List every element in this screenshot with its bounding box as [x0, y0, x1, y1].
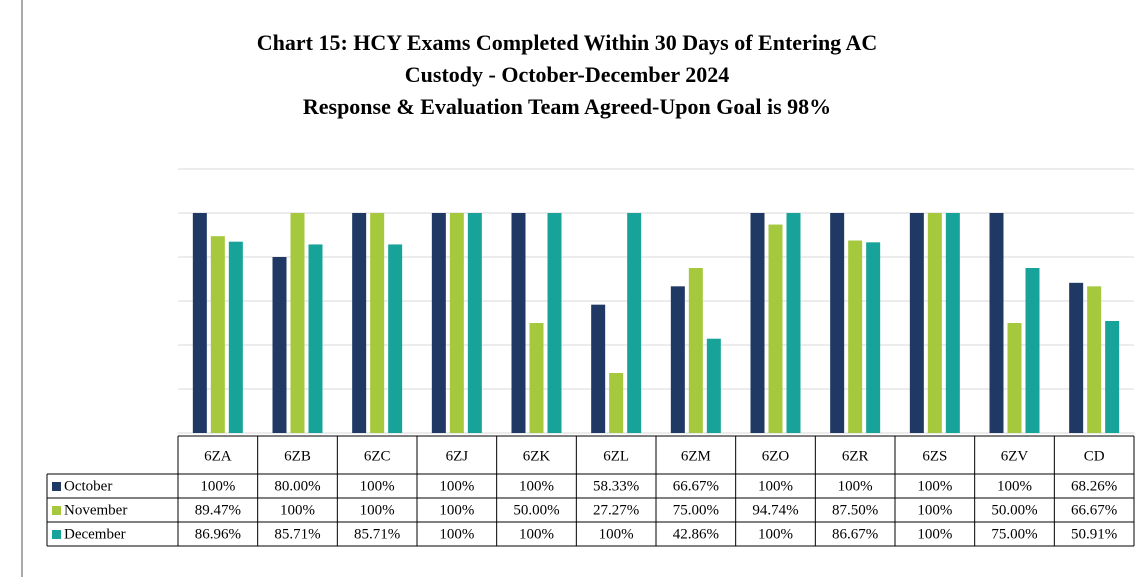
data-label: 100%	[200, 478, 235, 494]
x-tick-label: 6ZS	[922, 448, 947, 464]
x-tick-label: 6ZK	[523, 448, 551, 464]
chart-title: Response & Evaluation Team Agreed-Upon G…	[303, 94, 831, 119]
data-label: 100%	[997, 478, 1032, 494]
data-label: 50.91%	[1071, 526, 1117, 542]
bar	[706, 338, 721, 433]
x-tick-label: 6ZM	[681, 448, 711, 464]
legend-label: December	[64, 526, 126, 542]
data-label: 100%	[917, 502, 952, 518]
bar	[609, 373, 624, 433]
x-tick-label: 6ZA	[204, 448, 232, 464]
bar	[927, 213, 942, 433]
data-label: 58.33%	[593, 478, 639, 494]
bar	[1069, 282, 1084, 433]
legend-swatch	[52, 506, 61, 515]
bar	[1087, 286, 1102, 433]
bar	[1007, 323, 1022, 433]
legend-label: October	[64, 478, 112, 494]
data-label: 94.74%	[752, 502, 798, 518]
bar	[670, 286, 685, 433]
bar	[866, 242, 881, 433]
bar	[768, 224, 783, 433]
bar	[529, 323, 544, 433]
bar	[228, 241, 243, 433]
legend-swatch	[52, 530, 61, 539]
x-tick-label: CD	[1084, 448, 1105, 464]
bar	[786, 213, 801, 433]
data-label: 100%	[360, 478, 395, 494]
bar	[1025, 268, 1040, 433]
legend-label: November	[64, 502, 127, 518]
x-tick-label: 6ZR	[842, 448, 869, 464]
x-tick-label: 6ZJ	[446, 448, 469, 464]
x-tick-label: 6ZL	[603, 448, 629, 464]
data-label: 50.00%	[991, 502, 1037, 518]
data-label: 75.00%	[991, 526, 1037, 542]
bar	[210, 236, 225, 433]
data-label: 68.26%	[1071, 478, 1117, 494]
data-label: 100%	[280, 502, 315, 518]
data-label: 100%	[599, 526, 634, 542]
bar	[945, 213, 960, 433]
bar	[830, 213, 845, 433]
data-label: 100%	[519, 526, 554, 542]
data-label: 100%	[360, 502, 395, 518]
x-tick-label: 6ZC	[364, 448, 391, 464]
bar	[1105, 320, 1120, 433]
bar	[272, 257, 287, 433]
data-label: 80.00%	[274, 478, 320, 494]
data-label: 100%	[439, 526, 474, 542]
data-label: 85.71%	[274, 526, 320, 542]
bar	[192, 213, 207, 433]
bar	[290, 213, 305, 433]
bar	[308, 244, 323, 433]
data-label: 100%	[917, 478, 952, 494]
bar	[352, 213, 367, 433]
bar	[627, 213, 642, 433]
x-tick-label: 6ZO	[762, 448, 790, 464]
chart-title: Chart 15: HCY Exams Completed Within 30 …	[257, 30, 878, 55]
legend-swatch	[52, 482, 61, 491]
bar	[591, 304, 606, 433]
chart-title: Custody - October-December 2024	[405, 62, 729, 87]
bar	[511, 213, 526, 433]
data-label: 100%	[439, 478, 474, 494]
bar	[547, 213, 562, 433]
bar	[449, 213, 464, 433]
bar	[848, 240, 863, 433]
bar	[467, 213, 482, 433]
data-label: 86.96%	[195, 526, 241, 542]
data-label: 89.47%	[195, 502, 241, 518]
data-label: 87.50%	[832, 502, 878, 518]
data-label: 66.67%	[1071, 502, 1117, 518]
data-label: 100%	[439, 502, 474, 518]
data-label: 86.67%	[832, 526, 878, 542]
bar	[370, 213, 385, 433]
bar	[388, 244, 403, 433]
data-label: 100%	[519, 478, 554, 494]
bar	[989, 213, 1004, 433]
x-tick-label: 6ZB	[284, 448, 311, 464]
data-label: 42.86%	[673, 526, 719, 542]
data-label: 27.27%	[593, 502, 639, 518]
bar	[750, 213, 765, 433]
bar	[688, 268, 703, 433]
data-label: 100%	[758, 478, 793, 494]
bar	[909, 213, 924, 433]
data-label: 50.00%	[513, 502, 559, 518]
bar	[431, 213, 446, 433]
data-label: 100%	[917, 526, 952, 542]
data-label: 100%	[838, 478, 873, 494]
data-label: 66.67%	[673, 478, 719, 494]
data-label: 75.00%	[673, 502, 719, 518]
data-label: 85.71%	[354, 526, 400, 542]
data-label: 100%	[758, 526, 793, 542]
x-tick-label: 6ZV	[1001, 448, 1029, 464]
